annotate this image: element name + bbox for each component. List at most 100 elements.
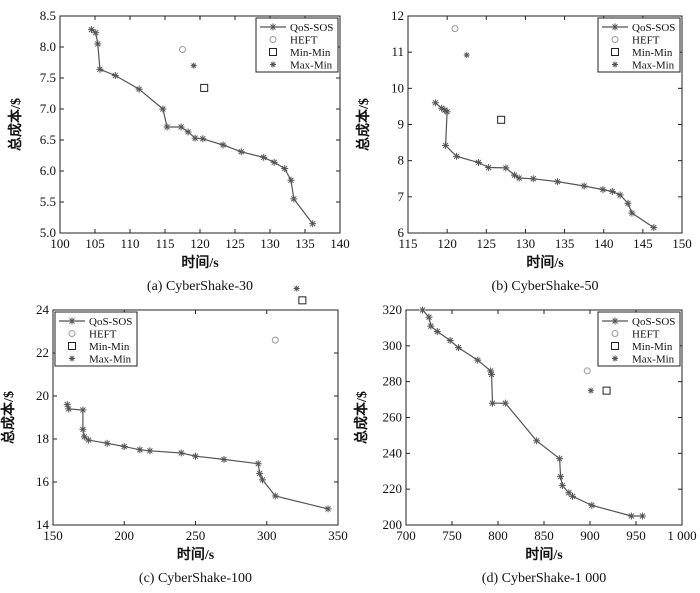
data-point-qos-sos-stroke bbox=[160, 106, 166, 112]
legend-label-min-min: Min-Min bbox=[290, 47, 331, 59]
panel-c-legend: QoS-SOS HEFT Min-Min Max-Min bbox=[54, 311, 138, 367]
data-point-qos-sos-stroke bbox=[566, 489, 572, 496]
data-point-qos-sos bbox=[65, 405, 73, 413]
legend-marker-qos-sos bbox=[611, 23, 619, 31]
x-tick-label: 100 bbox=[50, 236, 70, 251]
y-tick-label: 8.0 bbox=[40, 39, 56, 54]
y-tick-label: 240 bbox=[383, 445, 403, 460]
data-point-qos-sos-stroke bbox=[325, 506, 331, 512]
panel-a-ticks bbox=[59, 15, 341, 234]
data-point-qos-sos-stroke bbox=[238, 148, 245, 155]
legend-label-min-min: Min-Min bbox=[632, 47, 673, 59]
data-point-qos-sos-stroke bbox=[80, 426, 86, 433]
data-point-qos-sos bbox=[92, 29, 100, 37]
panel-b-x-tick-labels: 115 120 125 130 135 140 145 150 bbox=[398, 236, 691, 251]
data-point-qos-sos bbox=[442, 141, 450, 149]
data-point-qos-sos bbox=[79, 425, 87, 433]
x-tick-label: 125 bbox=[225, 236, 245, 251]
data-point-qos-sos-stroke bbox=[199, 135, 206, 142]
x-tick-label: 120 bbox=[437, 236, 457, 251]
data-point-qos-sos bbox=[533, 437, 541, 445]
data-point-qos-sos-stroke bbox=[559, 482, 566, 489]
data-point-qos-sos bbox=[79, 406, 87, 414]
data-point-qos-sos bbox=[146, 447, 154, 455]
data-point-qos-sos bbox=[488, 371, 496, 378]
legend-label-min-min: Min-Min bbox=[632, 341, 673, 353]
y-tick-label: 20 bbox=[36, 388, 49, 403]
data-point-qos-sos bbox=[443, 108, 451, 116]
data-point-qos-sos-stroke bbox=[453, 153, 460, 160]
y-tick-label: 200 bbox=[383, 517, 403, 532]
y-tick-label: 9 bbox=[398, 117, 405, 132]
data-point-qos-sos-stroke bbox=[444, 109, 450, 115]
legend-label-max-min: Max-Min bbox=[89, 354, 132, 366]
legend-markers bbox=[260, 23, 286, 68]
panel-b-y-axis-label: 总成本/$ bbox=[355, 98, 372, 151]
panel-c-x-axis-label: 时间/s bbox=[177, 546, 215, 563]
panel-d-y-axis-label: 总成本/$ bbox=[353, 391, 370, 444]
data-point-qos-sos bbox=[220, 455, 228, 463]
panel-b-caption: (b) CyberShake-50 bbox=[492, 279, 599, 294]
legend-label-heft: HEFT bbox=[632, 329, 660, 341]
legend-label-heft: HEFT bbox=[632, 35, 660, 47]
data-point-qos-sos-stroke bbox=[192, 453, 199, 460]
data-point-qos-sos bbox=[454, 344, 462, 352]
data-point-qos-sos-stroke bbox=[104, 440, 110, 447]
y-tick-label: 5.0 bbox=[40, 225, 56, 240]
data-point-qos-sos bbox=[177, 123, 185, 131]
data-point-qos-sos bbox=[588, 501, 596, 509]
data-point-qos-sos bbox=[599, 186, 607, 194]
data-point-qos-sos-stroke bbox=[178, 450, 185, 456]
data-point-qos-sos bbox=[191, 134, 199, 142]
data-point-qos-sos bbox=[260, 153, 268, 161]
legend-marker-min-min bbox=[68, 342, 76, 350]
data-point-qos-sos-stroke bbox=[432, 99, 439, 106]
y-tick-label: 16 bbox=[36, 474, 50, 489]
data-point-max-min bbox=[463, 52, 470, 59]
data-point-heft bbox=[451, 25, 459, 33]
y-tick-label: 6.0 bbox=[40, 163, 56, 178]
x-tick-label: 105 bbox=[85, 236, 105, 251]
data-point-qos-sos-stroke bbox=[290, 196, 297, 202]
data-point-qos-sos bbox=[616, 191, 624, 199]
data-point-qos-sos bbox=[608, 187, 616, 195]
data-point-qos-sos-stroke bbox=[639, 513, 646, 519]
data-point-qos-sos bbox=[433, 328, 441, 335]
panel-d-x-tick-labels: 700 750 800 850 900 950 1 000 bbox=[396, 528, 696, 543]
data-point-min-min bbox=[497, 115, 506, 124]
legend-marker-qos-sos bbox=[269, 23, 277, 31]
legend-marker-qos-sos-stroke bbox=[612, 318, 618, 324]
y-tick-label: 220 bbox=[383, 481, 403, 496]
data-point-min-min bbox=[298, 296, 307, 305]
data-point-qos-sos-stroke bbox=[455, 344, 462, 351]
data-point-qos-sos bbox=[192, 452, 199, 460]
panel-c-series bbox=[63, 285, 332, 513]
panel-c-caption: (c) CyberShake-100 bbox=[139, 571, 252, 586]
data-point-qos-sos bbox=[419, 306, 427, 314]
y-tick-label: 12 bbox=[391, 8, 404, 23]
data-point-qos-sos-stroke bbox=[617, 192, 623, 198]
legend-marker-qos-sos bbox=[68, 317, 76, 325]
x-tick-label: 150 bbox=[672, 236, 692, 251]
data-point-qos-sos-stroke bbox=[260, 154, 267, 161]
data-point-qos-sos bbox=[281, 165, 289, 173]
legend-marker-max-min-stroke bbox=[612, 356, 618, 361]
legend-marker-max-min bbox=[612, 355, 618, 362]
data-point-qos-sos bbox=[580, 182, 588, 190]
y-tick-label: 6 bbox=[398, 225, 405, 240]
data-point-qos-sos-stroke bbox=[569, 493, 576, 500]
data-point-qos-sos bbox=[287, 176, 295, 184]
data-point-qos-sos-stroke bbox=[629, 210, 635, 216]
panel-c-ticks bbox=[52, 309, 339, 526]
x-tick-label: 850 bbox=[534, 528, 554, 543]
data-point-qos-sos-stroke bbox=[530, 175, 537, 182]
data-point-qos-sos bbox=[271, 492, 279, 500]
x-tick-label: 1 000 bbox=[667, 528, 696, 543]
data-point-qos-sos-stroke bbox=[488, 371, 495, 378]
data-point-qos-sos-stroke bbox=[600, 186, 606, 193]
data-point-qos-sos bbox=[135, 85, 143, 93]
data-point-max-min bbox=[293, 285, 300, 292]
legend-marker-heft bbox=[269, 36, 277, 43]
panel-b: 115 120 125 130 135 140 145 150 6 7 8 9 … bbox=[355, 8, 692, 294]
data-point-qos-sos bbox=[510, 171, 518, 179]
